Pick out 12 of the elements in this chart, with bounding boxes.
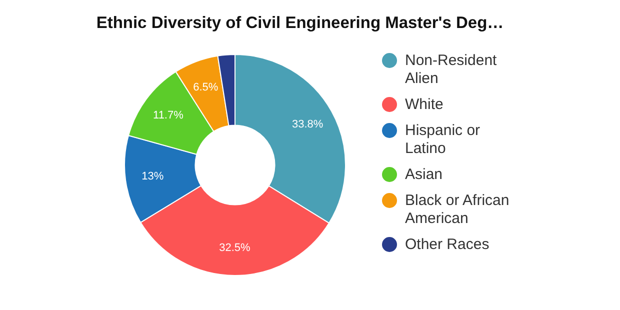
legend-label: Hispanic or Latino [405, 122, 482, 158]
legend-label: Asian [405, 166, 443, 184]
legend-label: Non-Resident Alien [405, 52, 498, 88]
legend-label: Black or African American [405, 192, 510, 228]
data-label: 32.5% [219, 242, 251, 254]
data-label: 13% [142, 170, 164, 182]
data-label: 33.8% [292, 118, 324, 131]
data-label: 6.5% [193, 81, 218, 94]
chart-title: Ethnic Diversity of Civil Engineering Master's Deg… [95, 14, 505, 33]
legend-label: White [405, 96, 444, 114]
data-label: 11.7% [153, 110, 184, 122]
legend-label: Other Races [405, 236, 490, 254]
